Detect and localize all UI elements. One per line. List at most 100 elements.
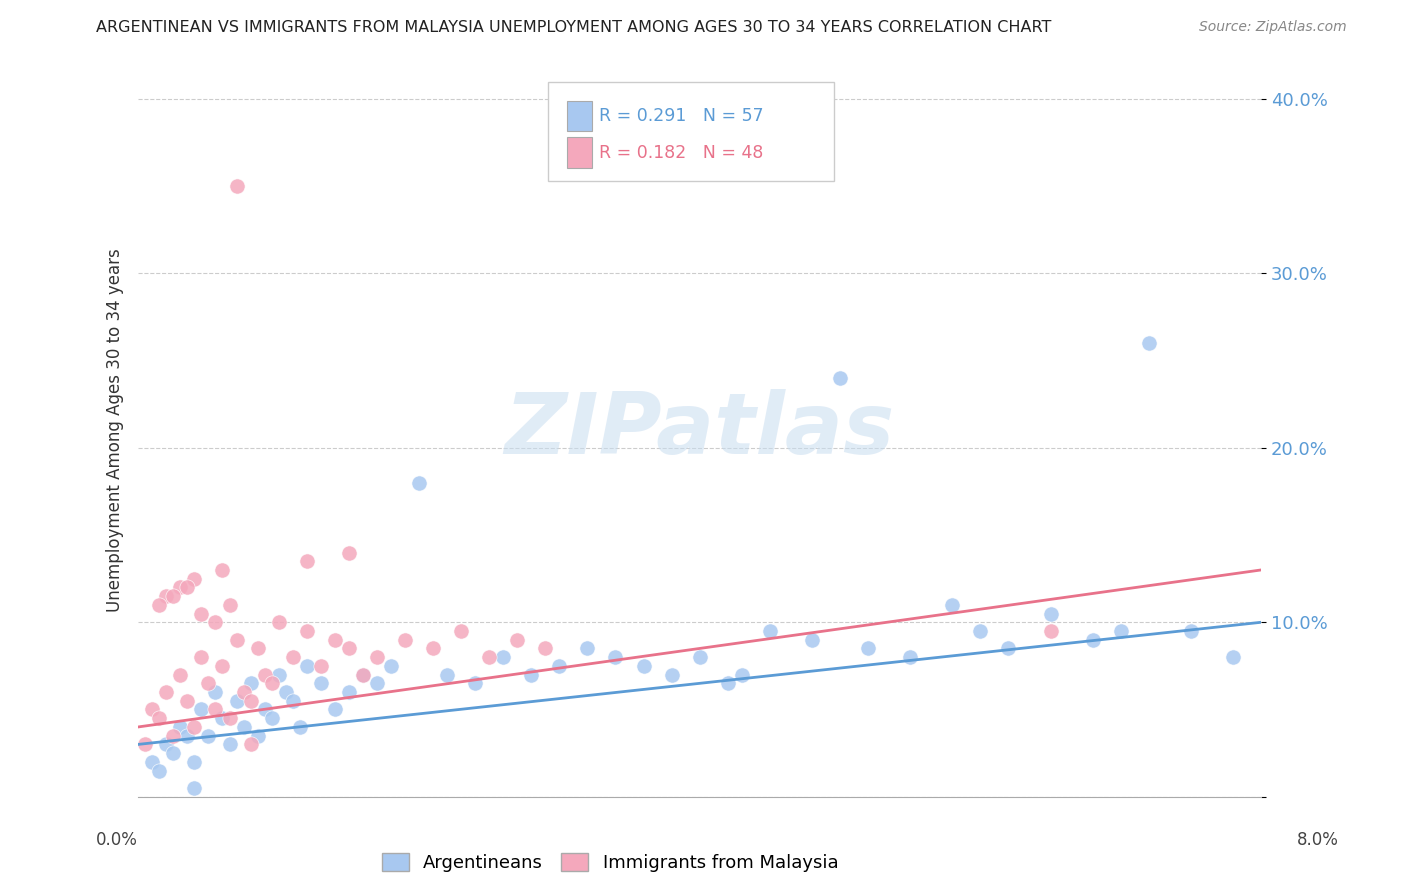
Point [211, 563, 233, 577]
Point [394, 632, 416, 647]
Point [478, 650, 501, 665]
Point [941, 598, 963, 612]
Point [183, 572, 205, 586]
Point [492, 650, 515, 665]
Point [281, 650, 304, 665]
Point [969, 624, 991, 638]
Point [155, 685, 177, 699]
Point [366, 676, 388, 690]
Point [232, 720, 254, 734]
Point [162, 746, 184, 760]
Point [260, 676, 283, 690]
FancyBboxPatch shape [567, 137, 592, 168]
Point [260, 711, 283, 725]
Point [162, 589, 184, 603]
Point [520, 667, 543, 681]
Point [352, 667, 374, 681]
Point [1137, 336, 1160, 351]
Point [295, 554, 318, 568]
Point [323, 632, 346, 647]
Point [605, 650, 627, 665]
Point [141, 702, 163, 716]
Point [436, 667, 458, 681]
Point [134, 738, 156, 752]
Point [148, 711, 170, 725]
Text: ARGENTINEAN VS IMMIGRANTS FROM MALAYSIA UNEMPLOYMENT AMONG AGES 30 TO 34 YEARS C: ARGENTINEAN VS IMMIGRANTS FROM MALAYSIA … [96, 20, 1050, 35]
Point [898, 650, 921, 665]
Point [689, 650, 711, 665]
Point [253, 702, 276, 716]
Point [218, 598, 240, 612]
Point [323, 702, 346, 716]
Point [225, 694, 247, 708]
Point [204, 685, 226, 699]
Point [422, 641, 444, 656]
Point [548, 659, 571, 673]
Point [267, 667, 290, 681]
Point [337, 545, 360, 559]
Point [464, 676, 486, 690]
Point [176, 694, 198, 708]
Point [534, 641, 557, 656]
Point [281, 694, 304, 708]
Point [1109, 624, 1132, 638]
Point [183, 755, 205, 769]
Point [337, 641, 360, 656]
Point [197, 729, 219, 743]
Point [295, 659, 318, 673]
Point [239, 694, 262, 708]
Point [1039, 607, 1062, 621]
Point [352, 667, 374, 681]
Point [856, 641, 879, 656]
Point [169, 581, 191, 595]
Point [717, 676, 740, 690]
Point [239, 738, 262, 752]
Point [408, 475, 430, 490]
Point [190, 607, 212, 621]
Point [232, 685, 254, 699]
Point [1180, 624, 1202, 638]
Point [633, 659, 655, 673]
Point [148, 764, 170, 778]
Point [506, 632, 529, 647]
Text: Source: ZipAtlas.com: Source: ZipAtlas.com [1199, 20, 1347, 34]
Point [211, 711, 233, 725]
Point [204, 615, 226, 630]
Legend: Argentineans, Immigrants from Malaysia: Argentineans, Immigrants from Malaysia [381, 853, 838, 872]
Point [309, 659, 332, 673]
Point [801, 632, 824, 647]
Point [183, 780, 205, 795]
Point [366, 650, 388, 665]
Point [288, 720, 311, 734]
Point [576, 641, 599, 656]
Point [309, 676, 332, 690]
Point [190, 702, 212, 716]
Point [246, 729, 269, 743]
Point [155, 738, 177, 752]
Point [450, 624, 472, 638]
Point [295, 624, 318, 638]
Point [239, 676, 262, 690]
Point [169, 720, 191, 734]
Point [731, 667, 754, 681]
Text: 8.0%: 8.0% [1296, 831, 1339, 849]
Point [225, 632, 247, 647]
Point [218, 738, 240, 752]
Point [997, 641, 1019, 656]
Point [211, 659, 233, 673]
Point [246, 641, 269, 656]
Point [1081, 632, 1104, 647]
Text: ZIPatlas: ZIPatlas [505, 389, 894, 472]
Point [190, 650, 212, 665]
Text: R = 0.182   N = 48: R = 0.182 N = 48 [599, 144, 763, 161]
Point [1039, 624, 1062, 638]
Point [176, 581, 198, 595]
Point [169, 667, 191, 681]
Point [155, 589, 177, 603]
Point [141, 755, 163, 769]
Point [197, 676, 219, 690]
Point [828, 371, 851, 385]
Point [148, 598, 170, 612]
Point [253, 667, 276, 681]
Point [204, 702, 226, 716]
